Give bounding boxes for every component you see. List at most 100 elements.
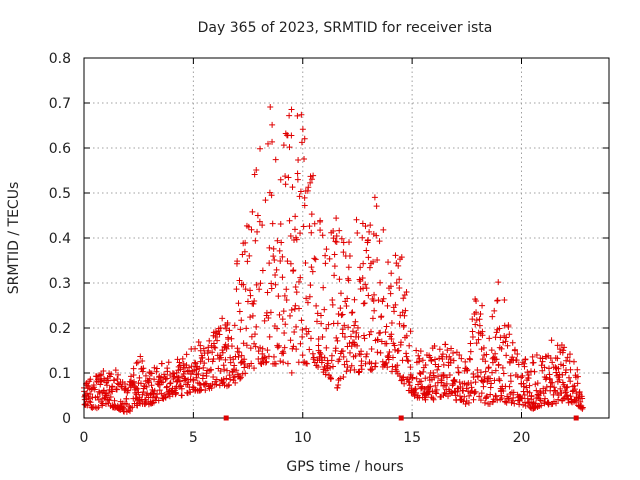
data-point bbox=[257, 344, 264, 351]
data-point bbox=[519, 395, 526, 402]
data-point bbox=[472, 321, 479, 328]
data-point bbox=[176, 378, 183, 385]
data-point bbox=[274, 237, 281, 244]
data-point bbox=[450, 357, 457, 364]
data-point bbox=[542, 395, 549, 402]
data-point bbox=[232, 379, 239, 386]
data-point bbox=[301, 156, 308, 163]
data-point bbox=[295, 305, 302, 312]
data-point bbox=[245, 223, 252, 230]
data-point bbox=[330, 227, 337, 234]
data-point bbox=[171, 370, 178, 377]
data-point bbox=[114, 380, 121, 387]
data-point bbox=[107, 394, 114, 401]
data-point bbox=[476, 316, 483, 323]
data-point bbox=[206, 337, 213, 344]
data-point bbox=[487, 375, 494, 382]
data-point bbox=[291, 306, 298, 313]
data-point bbox=[298, 317, 305, 324]
data-point bbox=[486, 335, 493, 342]
data-point bbox=[211, 344, 218, 351]
data-point bbox=[236, 375, 243, 382]
data-point bbox=[103, 382, 110, 389]
data-point bbox=[318, 320, 325, 327]
y-tick-label: 0.4 bbox=[49, 231, 71, 247]
data-point bbox=[489, 359, 496, 366]
data-point bbox=[265, 315, 272, 322]
data-point bbox=[167, 379, 174, 386]
data-point bbox=[197, 342, 204, 349]
data-point bbox=[530, 399, 537, 406]
data-point bbox=[396, 320, 403, 327]
data-point bbox=[560, 362, 567, 369]
data-point bbox=[571, 382, 578, 389]
data-point bbox=[100, 387, 107, 394]
data-point bbox=[467, 340, 474, 347]
data-point bbox=[314, 318, 321, 325]
data-point bbox=[395, 262, 402, 269]
data-point bbox=[158, 360, 165, 367]
data-point bbox=[337, 375, 344, 382]
data-point bbox=[362, 281, 369, 288]
data-point bbox=[367, 328, 374, 335]
data-point bbox=[120, 405, 127, 412]
y-tick-label: 0 bbox=[62, 411, 71, 427]
data-point bbox=[244, 258, 251, 265]
data-point bbox=[280, 308, 287, 315]
data-point bbox=[262, 359, 269, 366]
data-point bbox=[323, 246, 330, 253]
data-point bbox=[570, 358, 577, 365]
data-point bbox=[162, 394, 169, 401]
data-point bbox=[265, 140, 272, 147]
data-point bbox=[472, 379, 479, 386]
data-point bbox=[475, 336, 482, 343]
data-point bbox=[494, 297, 501, 304]
data-point bbox=[276, 342, 283, 349]
data-point bbox=[230, 374, 237, 381]
data-point bbox=[328, 352, 335, 359]
data-point bbox=[500, 387, 507, 394]
data-point bbox=[224, 321, 231, 328]
data-point bbox=[551, 384, 558, 391]
data-point bbox=[200, 372, 207, 379]
data-point bbox=[112, 367, 119, 374]
data-point bbox=[274, 325, 281, 332]
data-point bbox=[480, 344, 487, 351]
data-point bbox=[322, 260, 329, 267]
data-point bbox=[526, 399, 533, 406]
data-point bbox=[248, 226, 255, 233]
data-point bbox=[222, 341, 229, 348]
data-point bbox=[199, 354, 206, 361]
data-point bbox=[151, 376, 158, 383]
data-point bbox=[500, 370, 507, 377]
data-point bbox=[461, 393, 468, 400]
data-point bbox=[135, 389, 142, 396]
data-point bbox=[291, 328, 298, 335]
data-point bbox=[363, 285, 370, 292]
data-point bbox=[155, 397, 162, 404]
data-point bbox=[483, 394, 490, 401]
data-point bbox=[270, 353, 277, 360]
data-point bbox=[499, 364, 506, 371]
data-point bbox=[433, 390, 440, 397]
data-point bbox=[416, 355, 423, 362]
data-point bbox=[556, 376, 563, 383]
data-point bbox=[400, 374, 407, 381]
data-point bbox=[378, 313, 385, 320]
data-point bbox=[357, 264, 364, 271]
data-point bbox=[333, 334, 340, 341]
data-point bbox=[377, 349, 384, 356]
data-point bbox=[343, 358, 350, 365]
data-point bbox=[177, 362, 184, 369]
data-point bbox=[495, 279, 502, 286]
data-point bbox=[552, 364, 559, 371]
data-point bbox=[277, 221, 284, 228]
data-point bbox=[271, 257, 278, 263]
data-point bbox=[476, 322, 483, 329]
data-point bbox=[562, 389, 569, 396]
data-point bbox=[267, 103, 274, 110]
data-point bbox=[348, 343, 355, 350]
data-point bbox=[256, 286, 263, 293]
data-point bbox=[294, 170, 301, 177]
data-point bbox=[339, 326, 346, 333]
